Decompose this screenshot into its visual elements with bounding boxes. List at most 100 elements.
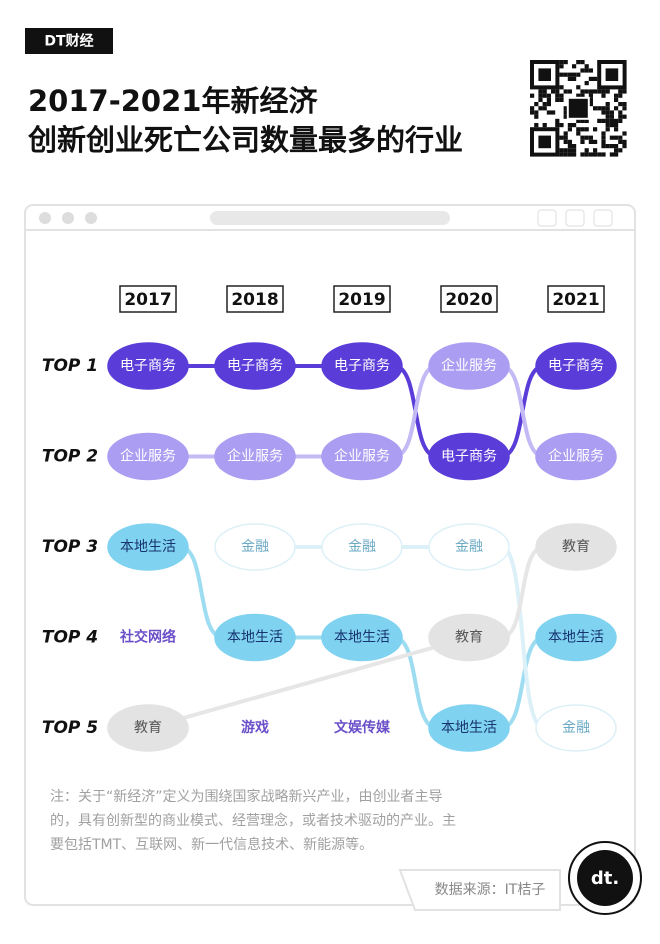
qr-cell [605, 118, 610, 123]
qr-finder [538, 135, 551, 149]
node [428, 523, 510, 571]
qr-cell [601, 106, 606, 111]
qr-cell [618, 135, 623, 140]
qr-cell [542, 123, 547, 128]
qr-cell [601, 139, 606, 144]
qr-cell [584, 135, 589, 140]
qr-cell [563, 131, 568, 136]
node-label: 金融 [241, 539, 269, 555]
node [214, 432, 296, 481]
window-icon [537, 209, 557, 227]
qr-cell [593, 152, 598, 157]
qr-cell [567, 152, 572, 157]
qr-cell [576, 72, 581, 77]
qr-cell [614, 152, 619, 157]
node [535, 613, 617, 662]
qr-cell [576, 85, 581, 90]
node-label: 企业服务 [548, 448, 604, 465]
qr-cell [588, 135, 593, 140]
node-label: 游戏 [241, 719, 269, 736]
qr-cell [588, 97, 593, 102]
qr-cell [572, 152, 577, 157]
qr-cell [584, 81, 589, 86]
node [428, 342, 510, 390]
qr-cell [563, 110, 568, 115]
qr-cell [588, 89, 593, 94]
qr-cell [622, 131, 627, 136]
qr-cell [551, 110, 556, 115]
qr-cell [605, 114, 610, 119]
qr-cell [572, 123, 577, 128]
qr-cell [567, 89, 572, 94]
qr-finder [530, 60, 560, 90]
qr-cell [559, 123, 564, 128]
note-line: 的，具有创新型的商业模式、经营理念，或者技术驱动的产业。主 [50, 812, 456, 829]
node [107, 342, 189, 390]
qr-cell [534, 110, 539, 115]
qr-cell [593, 139, 598, 144]
qr-code [530, 60, 627, 157]
rank-label: TOP 2 [42, 447, 98, 467]
qr-cell [534, 102, 539, 107]
qr-cell [609, 123, 614, 128]
qr-cell [559, 93, 564, 98]
qr-cell [580, 68, 585, 73]
node-label: 金融 [348, 539, 376, 555]
node-label: 电子商务 [334, 358, 390, 374]
qr-cell [538, 106, 543, 111]
note-line: 注：关于“新经济”定义为围绕国家战略新兴产业，由创业者主导 [50, 788, 443, 805]
brand-box [25, 28, 113, 54]
qr-cell [572, 76, 577, 81]
qr-cell [614, 118, 619, 123]
node-label: 金融 [562, 720, 590, 736]
qr-cell [567, 123, 572, 128]
qr-cell [534, 114, 539, 119]
qr-cell [618, 89, 623, 94]
node [428, 432, 510, 481]
qr-cell [559, 148, 564, 153]
qr-cell [555, 97, 560, 102]
node-label: 企业服务 [334, 448, 390, 465]
qr-cell [622, 89, 627, 94]
node [321, 342, 403, 390]
qr-cell [609, 152, 614, 157]
qr-cell [605, 106, 610, 111]
qr-cell [534, 123, 539, 128]
qr-cell [614, 144, 619, 149]
qr-cell [546, 110, 551, 115]
node-label: 本地生活 [441, 720, 497, 736]
qr-cell [580, 139, 585, 144]
qr-cell [622, 106, 627, 111]
qr-cell [567, 127, 572, 132]
qr-cell [555, 123, 560, 128]
node-label: 文娱传媒 [334, 719, 391, 736]
node [535, 704, 617, 752]
window-frame [24, 204, 636, 906]
qr-cell [601, 152, 606, 157]
qr-cell [614, 127, 619, 132]
qr-cell [580, 127, 585, 132]
window-icon [593, 209, 613, 227]
rank-label: TOP 3 [42, 537, 98, 557]
node [535, 523, 617, 571]
qr-cell [584, 118, 589, 123]
qr-cell [588, 139, 593, 144]
qr-cell [559, 72, 564, 77]
qr-cell [614, 93, 619, 98]
qr-cell [618, 114, 623, 119]
qr-finder [605, 68, 619, 81]
qr-cell [559, 64, 564, 69]
qr-cell [601, 144, 606, 149]
address-bar [210, 211, 450, 225]
qr-cell [614, 123, 619, 128]
qr-cell [593, 148, 598, 153]
window-icon [565, 209, 585, 227]
qr-cell [601, 135, 606, 140]
year: 2017 [124, 290, 171, 310]
qr-cell [538, 89, 543, 94]
qr-cell [530, 110, 535, 115]
year: 2018 [231, 290, 278, 310]
qr-cell [597, 106, 602, 111]
node-label: 金融 [455, 539, 483, 555]
